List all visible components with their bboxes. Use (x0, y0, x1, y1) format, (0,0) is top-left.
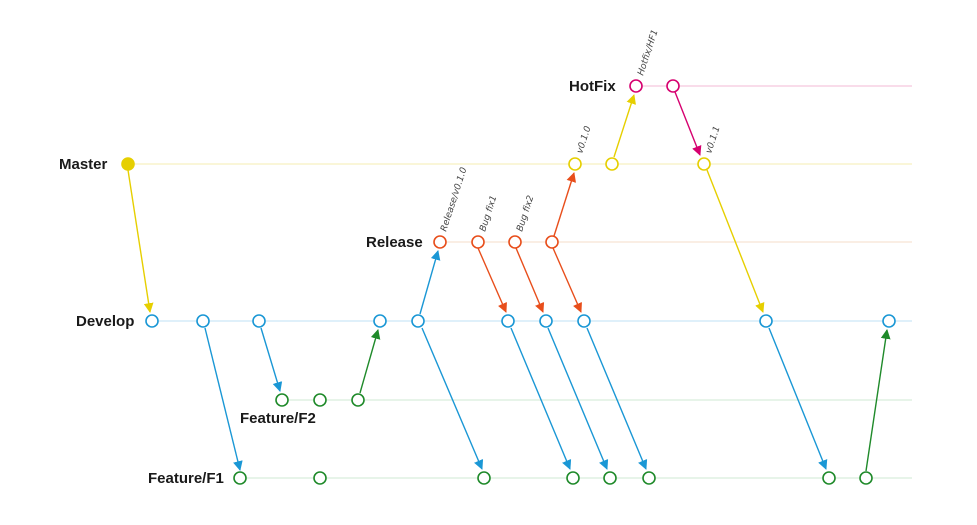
commit-circle-icon (642, 471, 656, 485)
commit-circle-icon (471, 235, 485, 249)
lane-label-master: Master (59, 156, 108, 173)
arrow-develop-to-f1 (204, 327, 243, 471)
commit-circle-icon (433, 235, 447, 249)
commit-circle-icon (275, 393, 289, 407)
commit-circle-icon (351, 393, 365, 407)
arrow-master-to-develop-2 (706, 169, 765, 313)
arrow-develop-to-f1-2 (421, 327, 484, 470)
arrow-f2-to-develop (359, 329, 381, 394)
commit-circle-icon (313, 471, 327, 485)
commit-circle-icon (539, 314, 553, 328)
commit-circle-icon (313, 393, 327, 407)
lane-label-release: Release (366, 234, 423, 251)
commit-circle-icon (252, 314, 266, 328)
commit-circle-icon (121, 157, 135, 171)
commit-circle-icon (882, 314, 896, 328)
arrow-hotfix-to-master (674, 91, 702, 156)
lane-label-hotfix: HotFix (569, 78, 616, 95)
arrow-develop-to-f1-5 (586, 327, 648, 470)
commit-circle-icon (666, 79, 680, 93)
commit-circle-icon (629, 79, 643, 93)
arrow-master-to-develop (127, 169, 154, 313)
arrow-release-to-develop-3 (552, 247, 582, 313)
commit-circle-icon (603, 471, 617, 485)
tag-bug-fix1: Bug fix1 (478, 194, 499, 233)
lane-label-develop: Develop (76, 313, 134, 330)
arrow-master-to-hotfix (613, 94, 636, 158)
lane-label-f1: Feature/F1 (148, 470, 224, 487)
commit-circle-icon (605, 157, 619, 171)
commit-circle-icon (501, 314, 515, 328)
arrow-develop-to-release (419, 250, 441, 315)
arrow-release-to-develop-1 (477, 247, 507, 313)
commit-circle-icon (859, 471, 873, 485)
commit-circle-icon (759, 314, 773, 328)
arrow-develop-to-f1-4 (547, 327, 609, 470)
commit-circle-icon (233, 471, 247, 485)
commit-circle-icon (566, 471, 580, 485)
commit-circle-icon (568, 157, 582, 171)
tag-v010: v0.1.0 (575, 125, 593, 155)
commit-circle-icon (822, 471, 836, 485)
tag-v011: v0.1.1 (704, 125, 722, 155)
commit-circle-icon (145, 314, 159, 328)
arrow-release-to-master (553, 172, 577, 237)
tag-release-v010: Release/v0.1.0 (439, 166, 469, 233)
arrow-develop-to-f1-3 (510, 327, 572, 470)
commit-circle-icon (508, 235, 522, 249)
lane-label-f2: Feature/F2 (240, 410, 316, 427)
arrow-release-to-develop-2 (515, 247, 545, 313)
tag-hotfix-hf1: Hotfix/HF1 (636, 29, 660, 77)
commit-circle-icon (373, 314, 387, 328)
commit-circle-icon (577, 314, 591, 328)
arrow-develop-to-f1-6 (768, 327, 828, 470)
commit-circle-icon (477, 471, 491, 485)
commit-circle-icon (196, 314, 210, 328)
commit-circle-icon (545, 235, 559, 249)
tag-bug-fix2: Bug fix2 (515, 194, 536, 233)
commit-circle-icon (697, 157, 711, 171)
commit-circle-icon (411, 314, 425, 328)
arrow-develop-to-f2 (260, 327, 283, 392)
arrow-f1-to-develop (865, 329, 891, 472)
